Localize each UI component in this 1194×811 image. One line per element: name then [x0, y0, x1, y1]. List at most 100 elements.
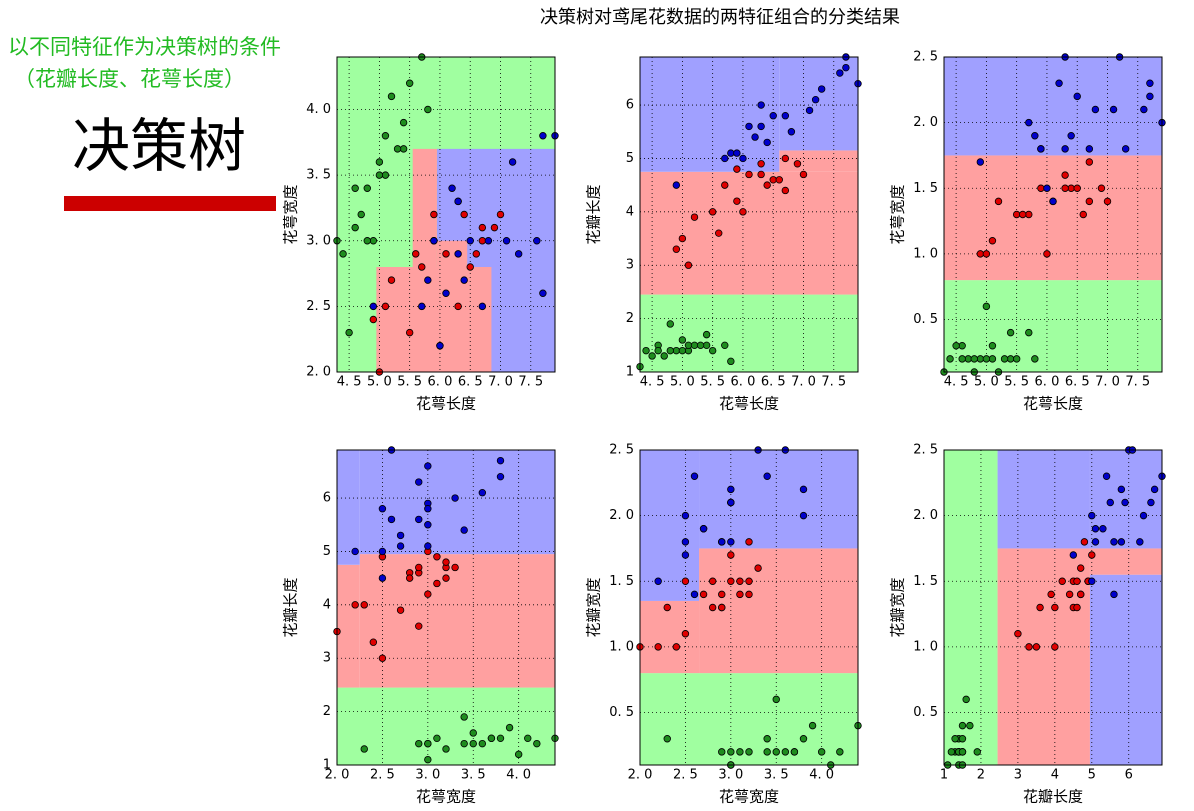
point — [424, 590, 432, 598]
point — [1088, 511, 1096, 520]
point — [1049, 197, 1057, 206]
point — [757, 170, 765, 179]
point — [381, 302, 390, 311]
x-tick-label: 3 — [1014, 768, 1022, 783]
point — [466, 237, 474, 245]
point — [1102, 472, 1111, 480]
point — [442, 558, 450, 566]
x-tick-label: 4. 5 — [640, 375, 665, 390]
point — [1077, 564, 1085, 572]
point — [721, 341, 729, 350]
point — [733, 149, 741, 157]
point — [424, 276, 432, 284]
point — [1085, 158, 1094, 166]
x-axis-label: 花瓣长度 — [1023, 788, 1083, 806]
point — [811, 96, 820, 104]
point — [505, 723, 514, 732]
point — [678, 234, 687, 243]
point — [1117, 485, 1126, 494]
decision-region — [412, 148, 437, 267]
red-bar — [64, 196, 276, 211]
point — [369, 237, 378, 245]
point — [387, 276, 396, 284]
x-tick-label: 1 — [940, 768, 948, 783]
point — [1146, 79, 1154, 87]
x-tick-label: 2. 0 — [628, 768, 653, 783]
point — [690, 590, 699, 599]
point — [958, 721, 967, 730]
point — [1069, 551, 1078, 559]
point — [1109, 105, 1118, 114]
point — [1037, 184, 1045, 192]
point — [460, 526, 468, 534]
point — [727, 748, 735, 756]
point — [739, 154, 747, 163]
plot-frame — [943, 449, 1163, 766]
point — [508, 158, 517, 166]
decision-region — [640, 294, 858, 372]
point — [430, 237, 438, 245]
point — [708, 346, 717, 355]
point — [454, 197, 462, 206]
point — [727, 577, 735, 585]
point — [478, 739, 487, 748]
plot-frame — [639, 56, 859, 373]
point — [387, 515, 396, 524]
point — [351, 547, 359, 556]
decision-region — [337, 687, 555, 765]
point — [1000, 355, 1009, 363]
point — [424, 105, 432, 114]
point — [988, 342, 997, 350]
y-axis-label: 花瓣宽度 — [585, 577, 603, 637]
point — [1088, 551, 1096, 559]
point — [799, 170, 808, 179]
x-tick-label: 5. 0 — [367, 375, 392, 390]
decision-region — [699, 450, 858, 549]
point — [678, 346, 687, 355]
point — [533, 237, 541, 245]
point — [496, 472, 505, 481]
decision-region — [699, 548, 858, 674]
point — [442, 574, 450, 582]
point — [466, 263, 474, 271]
point — [654, 346, 662, 355]
point — [418, 263, 426, 271]
point — [415, 739, 423, 748]
point — [1025, 328, 1033, 337]
point — [469, 739, 477, 748]
point — [1006, 355, 1015, 363]
point — [487, 734, 496, 743]
point — [469, 729, 477, 737]
point — [787, 128, 796, 136]
point — [405, 574, 414, 582]
point — [424, 755, 432, 764]
point — [378, 574, 387, 582]
point — [345, 328, 353, 337]
x-axis-label: 花萼长度 — [1023, 395, 1083, 413]
point — [702, 330, 711, 339]
point — [1006, 328, 1015, 337]
point — [1055, 79, 1063, 87]
point — [378, 505, 387, 513]
point — [1140, 105, 1148, 114]
point — [690, 213, 699, 221]
point — [1121, 498, 1129, 507]
point — [433, 579, 441, 588]
x-tick-label: 3. 5 — [461, 768, 486, 783]
point — [745, 590, 753, 599]
point — [396, 531, 405, 540]
y-tick-label: 6 — [626, 98, 634, 113]
point — [1091, 525, 1100, 533]
point — [484, 237, 493, 245]
y-tick-label: 1. 5 — [609, 574, 634, 589]
point — [690, 341, 699, 350]
y-tick-label: 1 — [626, 365, 634, 380]
point — [415, 478, 423, 486]
heading: 决策树 — [72, 112, 246, 180]
x-tick-label: 4 — [1051, 768, 1059, 783]
point — [672, 181, 681, 189]
x-tick-label: 7. 0 — [791, 375, 816, 390]
point — [733, 165, 741, 173]
x-tick-label: 4. 0 — [809, 768, 834, 783]
point — [982, 250, 991, 258]
